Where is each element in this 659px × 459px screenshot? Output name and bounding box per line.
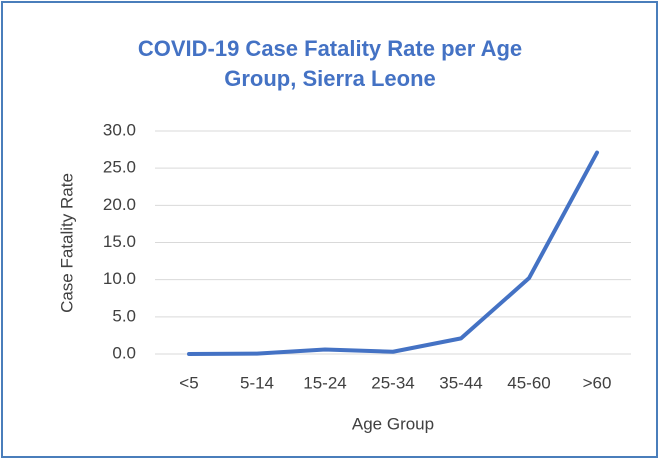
x-tick-label: >60 xyxy=(583,373,612,392)
x-tick-label: 5-14 xyxy=(240,373,274,392)
y-tick-label: 30.0 xyxy=(103,120,136,139)
line xyxy=(187,150,599,356)
y-tick-label: 20.0 xyxy=(103,195,136,214)
x-tick-label: 25-34 xyxy=(371,373,414,392)
y-tick-label: 10.0 xyxy=(103,269,136,288)
x-tick-label: 35-44 xyxy=(439,373,482,392)
x-tick-label: <5 xyxy=(179,373,198,392)
y-tick-label: 0.0 xyxy=(112,343,136,362)
y-tick-label: 25.0 xyxy=(103,158,136,177)
x-tick-label: 45-60 xyxy=(507,373,550,392)
chart-title: COVID-19 Case Fatality Rate per Age Grou… xyxy=(137,36,523,91)
x-tick-label: 15-24 xyxy=(303,373,346,392)
y-tick-label: 15.0 xyxy=(103,232,136,251)
x-axis-title: Age Group xyxy=(352,414,434,433)
y-tick-label: 5.0 xyxy=(112,306,136,325)
y-axis-title: Case Fatality Rate xyxy=(57,173,76,313)
